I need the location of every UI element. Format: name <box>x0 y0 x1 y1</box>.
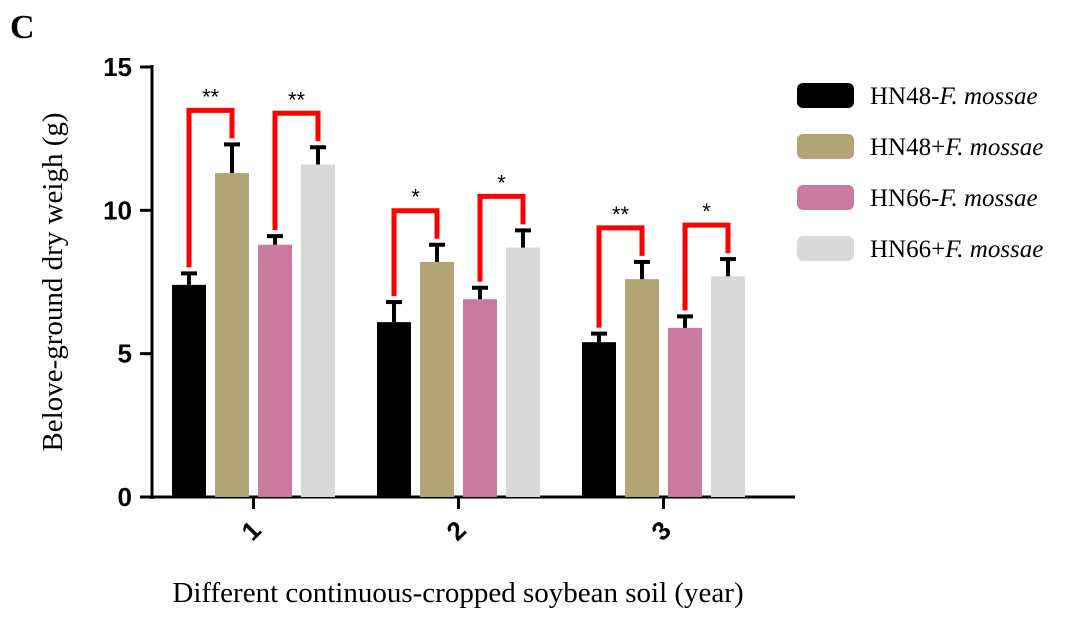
significance-label-5: * <box>702 199 711 224</box>
bar-HN66+F. mossae-1 <box>301 164 335 497</box>
y-tick-label-5: 5 <box>118 339 132 369</box>
bar-HN48-F. mossae-2 <box>377 322 411 497</box>
legend-species-3: F. mossae <box>944 236 1043 263</box>
legend-species-2: F. mossae <box>938 185 1037 212</box>
bar-HN48+F. mossae-1 <box>215 173 249 498</box>
legend-swatch-0 <box>797 83 854 108</box>
bar-HN66-F. mossae-1 <box>258 244 292 497</box>
significance-label-2: * <box>411 185 420 210</box>
bar-HN66+F. mossae-3 <box>711 276 745 497</box>
bar-HN66+F. mossae-2 <box>506 247 540 497</box>
bar-HN48+F. mossae-3 <box>625 279 659 497</box>
y-tick-label-10: 10 <box>103 195 132 225</box>
significance-label-3: * <box>497 170 506 195</box>
legend-swatch-1 <box>797 134 854 159</box>
significance-bracket-3 <box>477 193 526 282</box>
panel-label: C <box>10 9 35 46</box>
x-tick-label-3: 3 <box>645 515 676 546</box>
significance-bracket-2 <box>391 208 440 297</box>
legend-genotype-2: HN66- <box>870 185 939 212</box>
y-tick-label-15: 15 <box>103 52 132 82</box>
x-tick-label-1: 1 <box>235 515 266 546</box>
significance-bracket-1 <box>272 110 321 231</box>
legend-swatch-2 <box>797 185 854 210</box>
legend-label-3: HN66+F. mossae <box>870 236 1043 263</box>
bar-HN66-F. mossae-3 <box>668 327 702 497</box>
significance-bracket-4 <box>596 225 645 328</box>
legend-species-1: F. mossae <box>944 134 1043 161</box>
significance-label-4: ** <box>612 202 630 227</box>
x-axis-title: Different continuous-cropped soybean soi… <box>172 577 743 609</box>
bars <box>172 142 745 498</box>
legend-genotype-0: HN48- <box>870 83 939 110</box>
legend-label-0: HN48-F. mossae <box>870 83 1038 110</box>
bar-HN66-F. mossae-2 <box>463 299 497 497</box>
y-axis-title: Belove-ground dry weigh (g) <box>37 112 69 451</box>
legend-genotype-1: HN48+ <box>870 134 945 161</box>
significance-label-0: ** <box>202 84 220 109</box>
bar-HN48+F. mossae-2 <box>420 261 454 497</box>
y-tick-label-0: 0 <box>118 482 132 512</box>
legend-species-0: F. mossae <box>938 83 1037 110</box>
bar-HN48-F. mossae-1 <box>172 284 206 497</box>
x-tick-label-2: 2 <box>440 515 471 546</box>
legend-genotype-3: HN66+ <box>870 236 945 263</box>
significance-bracket-0 <box>186 107 235 268</box>
significance-label-1: ** <box>288 87 306 112</box>
legend-label-1: HN48+F. mossae <box>870 134 1043 161</box>
significance-bracket-5 <box>682 222 731 311</box>
legend-swatch-3 <box>797 236 854 261</box>
legend-label-2: HN66-F. mossae <box>870 185 1038 212</box>
bar-HN48-F. mossae-3 <box>582 342 616 497</box>
significance-brackets: ** ****** * <box>186 84 731 328</box>
